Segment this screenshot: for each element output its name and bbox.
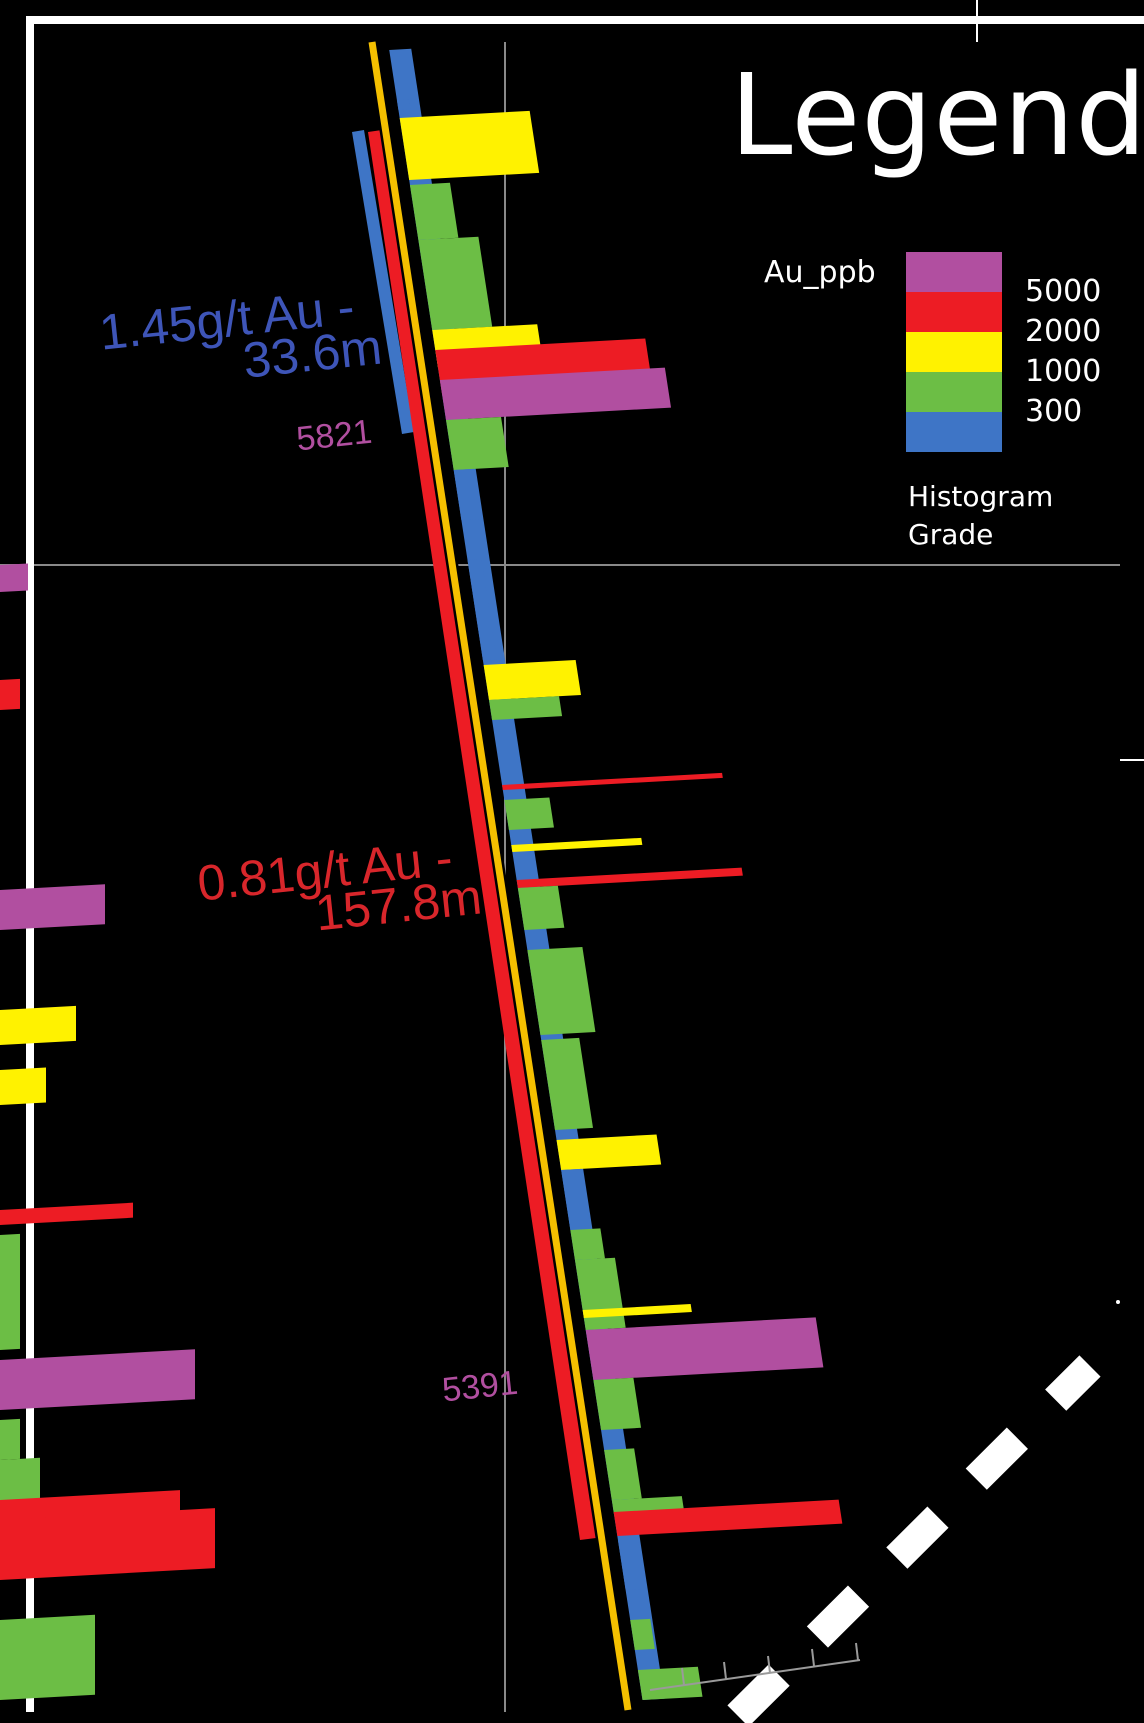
histogram-bar [527,946,596,1035]
histogram-bar [502,772,723,790]
legend-swatch-magenta [906,252,1002,292]
histogram-bar [613,1499,843,1536]
legend-swatch-green [906,372,1002,412]
drillhole-trace [368,41,632,1711]
legend-swatches [906,252,1002,452]
legend-caption-line1: Histogram [908,480,1054,513]
histogram-bar [0,1005,76,1045]
histogram-bar [0,1614,95,1700]
histogram-bar [439,367,672,420]
scale-tick [855,1642,859,1661]
histogram-bar [453,468,482,520]
histogram-bar [0,884,105,930]
scale-tick [767,1655,771,1674]
histogram-bar [504,797,554,830]
legend-value-1000: 1000 [1025,354,1102,389]
legend-value-2000: 2000 [1025,314,1102,349]
legend-field-label: Au_ppb [764,255,876,290]
histogram-bar [593,1377,642,1430]
histogram-bar [541,1037,594,1130]
histogram-bar [517,885,565,930]
dashed-boundary-dot [1116,1300,1120,1304]
scale-tick [681,1667,685,1686]
hole-label-upper: 5821 [295,413,374,459]
scale-tick-axis [649,1659,861,1691]
histogram-bar [0,1067,46,1105]
histogram-bar [561,1168,591,1230]
main-drillhole-histogram [389,48,843,1700]
legend-value-300: 300 [1025,394,1083,429]
histogram-bar [399,110,540,180]
scale-tick [723,1661,727,1680]
histogram-bar [396,99,411,110]
histogram-bar [582,1304,692,1318]
dashed-boundary-line [727,1355,1101,1723]
histogram-bar [604,1448,642,1500]
intercept-bar-upper [352,130,414,434]
legend-caption: Histogram Grade [908,478,1053,554]
left-drillhole-histogram [0,563,215,1700]
legend-swatch-yellow [906,332,1002,372]
map-frame [26,16,1144,1712]
histogram-bar [585,1317,824,1380]
histogram-bar [617,1538,646,1590]
histogram-bar [409,182,459,240]
histogram-bar [418,236,493,330]
histogram-bar [574,1257,626,1330]
histogram-bar [630,1618,655,1650]
hole-label-lower: 5391 [440,1364,519,1410]
histogram-bar [516,867,743,888]
histogram-bar [0,1233,20,1350]
histogram-bar [0,1418,20,1460]
histogram-bar [0,1202,133,1225]
scale-tick [811,1648,815,1667]
histogram-bar [467,559,497,660]
intercept-bar-lower [368,130,596,1540]
legend-values: 5000 2000 1000 300 [1025,272,1101,432]
legend-swatch-red [906,292,1002,332]
histogram-bar [0,678,20,710]
histogram-bar [489,696,563,720]
histogram-bar [556,1134,662,1170]
histogram-bar [511,837,643,852]
histogram-bar [483,659,582,700]
histogram-bar [0,1508,215,1580]
histogram-bar [0,1349,195,1410]
histogram-bar [0,563,28,592]
histogram-bar [637,1666,703,1700]
histogram-bar [570,1228,605,1260]
legend-caption-line2: Grade [908,518,994,551]
legend-value-5000: 5000 [1025,274,1102,309]
legend-title: Legend [730,51,1144,181]
histogram-bar [446,416,509,470]
legend-swatch-blue [906,412,1002,452]
